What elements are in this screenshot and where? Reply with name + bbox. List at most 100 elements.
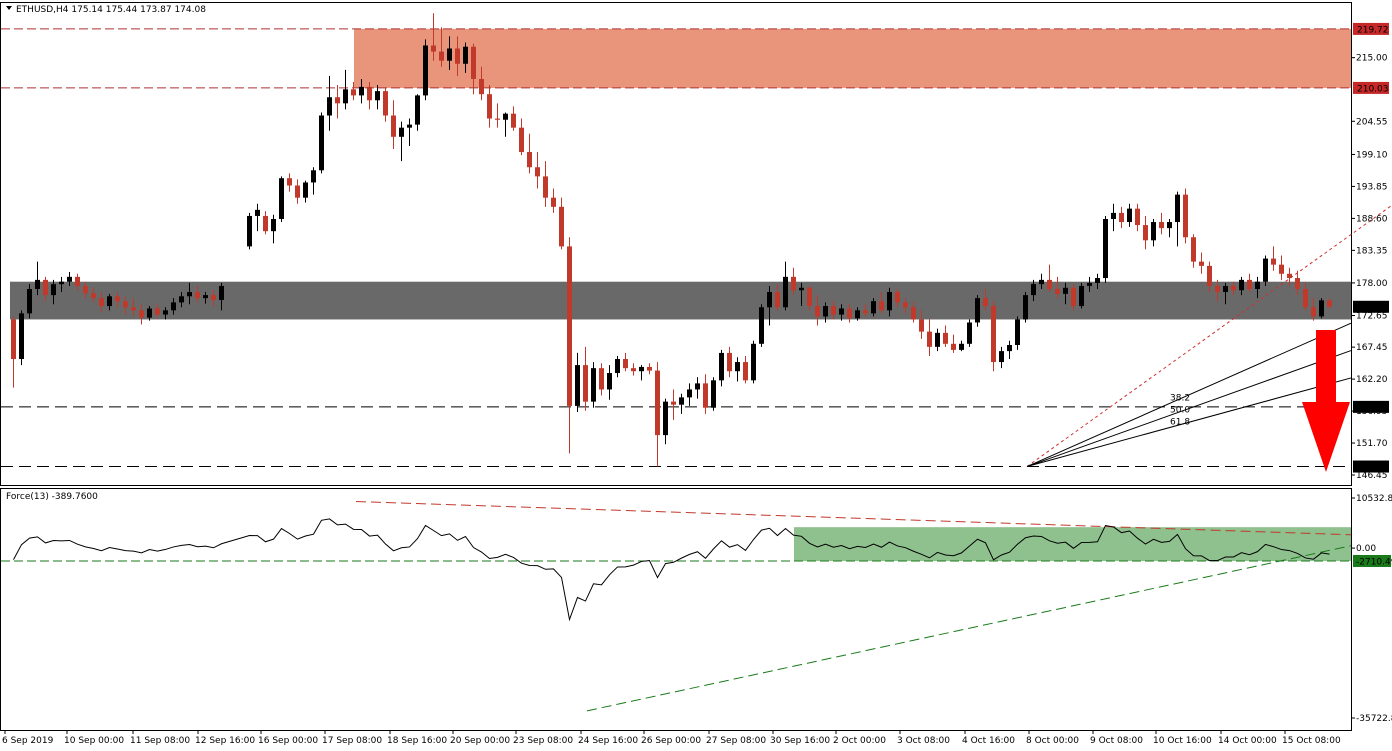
candle-body: [583, 365, 588, 402]
candle-body: [527, 152, 532, 168]
candle-body: [211, 295, 216, 300]
candle-body: [407, 124, 412, 128]
candle-body: [815, 306, 820, 317]
candle-body: [1079, 285, 1084, 307]
force-index-line: [13, 518, 1330, 622]
candle-body: [1183, 194, 1188, 238]
y-tick-label: 199.10: [1356, 150, 1388, 160]
candle-body: [503, 113, 508, 120]
candle-body: [359, 86, 364, 96]
y-tick-label: 215.00: [1356, 54, 1388, 64]
fib-fan-label: 50.0: [1170, 405, 1190, 415]
candle-body: [1239, 279, 1244, 291]
bearish-arrow: [1302, 330, 1350, 472]
x-tick-label: 23 Sep 08:00: [513, 736, 573, 746]
candle-body: [187, 292, 192, 297]
x-tick-label: 10 Sep 00:00: [64, 736, 124, 746]
candle-body: [295, 185, 300, 198]
candle-body: [115, 296, 120, 302]
candle-body: [43, 279, 48, 296]
price-label-box: [1353, 460, 1389, 473]
candle-body: [455, 48, 460, 64]
candle-body: [1103, 218, 1108, 279]
candle-body: [83, 285, 88, 294]
y-tick-label: 162.20: [1356, 375, 1388, 385]
candle-body: [647, 366, 652, 371]
candle-body: [631, 368, 636, 372]
candle-body: [479, 78, 484, 95]
candle-body: [607, 373, 612, 390]
candle-body: [163, 310, 168, 315]
candle-body: [1199, 261, 1204, 266]
x-tick-label: 27 Sep 08:00: [706, 736, 766, 746]
candle-body: [735, 362, 740, 372]
candle-body: [519, 127, 524, 153]
candle-body: [639, 366, 644, 372]
candle-body: [11, 319, 16, 360]
fib-fan-label: 38.2: [1170, 393, 1190, 403]
candle-body: [91, 293, 96, 299]
candle-body: [663, 401, 668, 436]
force-title: Force(13) -389.7600: [6, 492, 98, 502]
candle-body: [775, 292, 780, 308]
x-tick-label: 8 Oct 00:00: [1026, 736, 1079, 746]
x-tick-label: 18 Sep 16:00: [387, 736, 447, 746]
candle-body: [1303, 289, 1308, 308]
candle-body: [615, 359, 620, 374]
candle-body: [855, 310, 860, 319]
y-tick-label: 151.70: [1356, 439, 1388, 449]
candle-body: [335, 97, 340, 104]
force-green-zone: [794, 527, 1351, 561]
y-tick-label: 167.45: [1356, 343, 1388, 353]
candle-body: [1263, 258, 1268, 282]
price-label-text: 174.08: [1357, 303, 1389, 313]
candle-body: [27, 289, 32, 314]
candle-body: [255, 209, 260, 216]
candle-body: [75, 276, 80, 286]
candle-body: [203, 295, 208, 299]
candle-body: [903, 302, 908, 308]
candle-body: [751, 343, 756, 381]
candle-body: [1087, 282, 1092, 286]
candle-body: [219, 285, 224, 300]
candle-body: [171, 302, 176, 311]
fib-fan-line-38.2: [1026, 322, 1352, 467]
candle-body: [743, 362, 748, 381]
candle-body: [767, 292, 772, 308]
candle-body: [535, 167, 540, 177]
candle-body: [1215, 285, 1220, 293]
candle-body: [195, 292, 200, 299]
candle-body: [51, 284, 56, 296]
candle-body: [279, 178, 284, 219]
candle-body: [1223, 285, 1228, 293]
candle-body: [423, 45, 428, 96]
candle-body: [367, 86, 372, 101]
fib-fan-label: 61.8: [1170, 417, 1190, 427]
candle-body: [927, 331, 932, 347]
candle-body: [287, 178, 292, 186]
y-tick-label: 193.85: [1356, 182, 1388, 192]
price-label-text: 219.72: [1357, 25, 1389, 35]
price-label-text: 147.84: [1357, 463, 1389, 473]
candle-body: [1071, 287, 1076, 307]
candle-body: [847, 308, 852, 319]
candle-body: [447, 48, 452, 61]
x-tick-label: 3 Oct 08:00: [897, 736, 950, 746]
x-tick-label: 26 Sep 00:00: [641, 736, 701, 746]
x-tick-label: 6 Sep 2019: [2, 736, 54, 746]
y-tick-label: 188.60: [1356, 214, 1388, 224]
candle-body: [1151, 222, 1156, 241]
candle-body: [887, 292, 892, 311]
candle-body: [703, 383, 708, 408]
candle-body: [327, 97, 332, 116]
candle-body: [1271, 258, 1276, 265]
candle-body: [1231, 285, 1236, 291]
candle-body: [155, 308, 160, 315]
candle-body: [919, 319, 924, 332]
candle-body: [783, 276, 788, 308]
fib-fan-baseline: [1026, 204, 1392, 467]
candle-body: [1167, 222, 1172, 229]
x-tick-label: 15 Oct 08:00: [1282, 736, 1341, 746]
candle-body: [391, 115, 396, 137]
candle-body: [1095, 278, 1100, 283]
